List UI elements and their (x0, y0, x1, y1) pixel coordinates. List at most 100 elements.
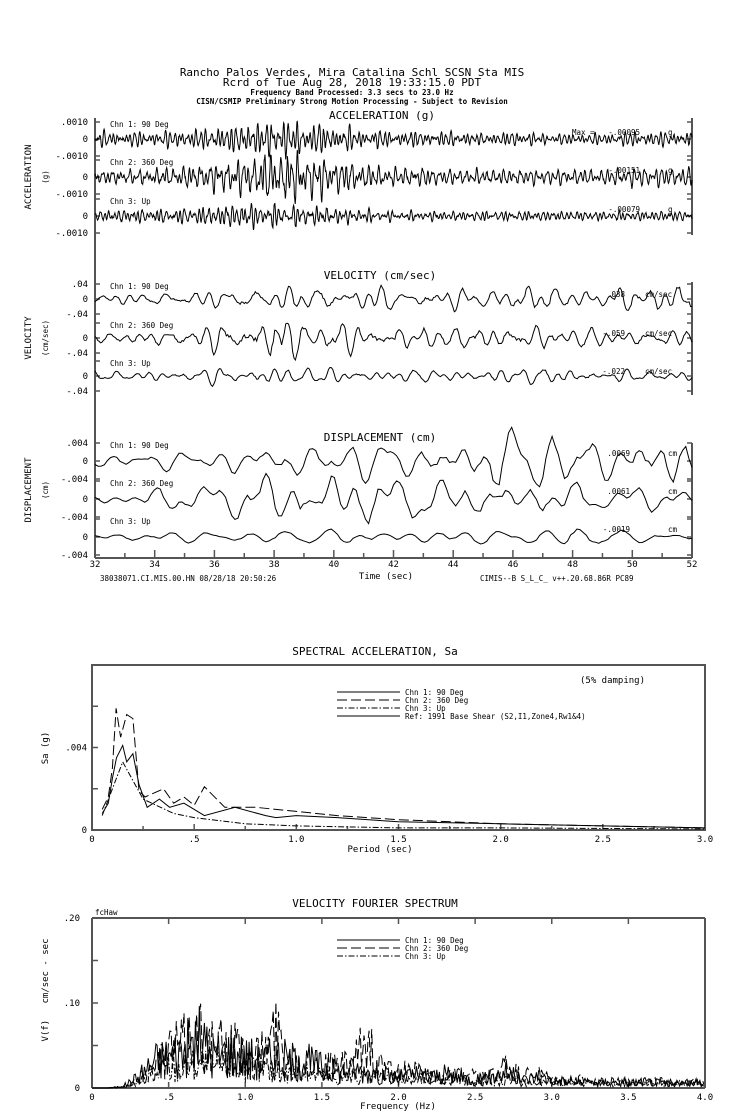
ytick-label-bottom: -.04 (66, 387, 88, 397)
peak-value: -.00151 (608, 166, 640, 175)
vf-xtick-label: 3.0 (544, 1093, 560, 1103)
ytick-label-zero: 0 (83, 212, 88, 222)
fourier-ylabel: V(f) cm/sec - sec (41, 939, 51, 1042)
sa-damping-note: (5% damping) (580, 676, 645, 686)
velocity-ylabel: VELOCITY (24, 316, 34, 360)
ytick-label-zero: 0 (83, 173, 88, 183)
sa-frame (91, 664, 706, 831)
trace-0-ch2 (94, 149, 693, 205)
peak-unit: cm/sec (645, 367, 672, 376)
sa-xtick-label: 2.0 (493, 835, 509, 845)
footer-record-id: 38038071.CI.MIS.00.HN 08/28/18 20:50:26 (100, 574, 277, 583)
time-tick-label: 38 (269, 560, 280, 570)
sa-xtick-label: 1.0 (288, 835, 304, 845)
sa-legend-label: Chn 1: 90 Deg (405, 688, 464, 697)
sa-xtick-label: .5 (189, 835, 200, 845)
sa-ylabel: Sa (g) (41, 732, 51, 765)
sa-xtick-label: 0 (89, 835, 94, 845)
peak-value: -.00095 (608, 128, 640, 137)
vf-xtick-label: 0 (89, 1093, 94, 1103)
time-tick-label: 46 (507, 560, 518, 570)
trace-2-ch3 (94, 528, 693, 545)
sa-series-ch2 (101, 708, 706, 829)
channel-label: Chn 3: Up (110, 517, 151, 526)
peak-unit: cm (668, 487, 678, 496)
ytick-label-zero: 0 (83, 495, 88, 505)
ytick-label-zero: 0 (83, 295, 88, 305)
peak-unit: g (668, 166, 673, 175)
acceleration-title: ACCELERATION (g) (329, 109, 435, 122)
peak-unit: cm/sec (645, 290, 672, 299)
sa-title: SPECTRAL ACCELERATION, Sa (292, 645, 458, 658)
vf-legend-label: Chn 1: 90 Deg (405, 936, 464, 945)
ytick-label-bottom: -.004 (61, 513, 88, 523)
vf-legend-label: Chn 2: 360 Deg (405, 944, 468, 953)
peak-value: -.00079 (608, 205, 640, 214)
vf-xtick-label: 1.5 (314, 1093, 330, 1103)
time-tick-label: 36 (209, 560, 220, 570)
fourier-title: VELOCITY FOURIER SPECTRUM (292, 897, 458, 910)
time-tick-label: 34 (149, 560, 160, 570)
peak-unit: cm (668, 525, 678, 534)
channel-label: Chn 3: Up (110, 359, 151, 368)
ytick-label-zero: 0 (83, 334, 88, 344)
acceleration-yunit: (g) (41, 170, 50, 184)
fourier-plot: 0 .5 1.0 1.5 2.0 2.5 3.0 3.5 4.0 0 .10 .20 Chn 1: 90… (64, 914, 713, 1103)
ytick-label-top: .004 (66, 439, 88, 449)
peak-value: .0061 (607, 487, 630, 496)
velocity-title: VELOCITY (cm/sec) (324, 269, 437, 282)
peak-unit: g (668, 128, 673, 137)
peak-unit: cm (668, 449, 678, 458)
displacement-yunit: (cm) (41, 481, 50, 499)
channel-label: Chn 2: 360 Deg (110, 321, 173, 330)
peak-value: .0069 (607, 449, 630, 458)
peak-value: -.0019 (603, 525, 630, 534)
time-tick-label: 50 (627, 560, 638, 570)
channel-label: Chn 1: 90 Deg (110, 441, 169, 450)
vf-ytick-label: .20 (64, 914, 80, 924)
ytick-label-bottom: -.004 (61, 475, 88, 485)
peak-value: -.022 (602, 367, 625, 376)
fourier-xlabel: Frequency (Hz) (360, 1102, 436, 1112)
trace-1-ch3 (94, 366, 693, 388)
vf-ytick-label: .10 (64, 999, 80, 1009)
processing-note: CISN/CSMIP Preliminary Strong Motion Pro… (196, 97, 508, 106)
time-axis-label: Time (sec) (359, 572, 413, 582)
trace-2-ch1 (94, 426, 693, 488)
channel-label: Chn 3: Up (110, 197, 151, 206)
ytick-label-bottom: -.04 (66, 349, 88, 359)
vf-xtick-label: .5 (163, 1093, 174, 1103)
ytick-label-bottom: -.0010 (55, 152, 88, 162)
velocity-yunit: (cm/sec) (41, 320, 50, 356)
peak-unit: g (668, 205, 673, 214)
sa-xtick-label: 1.5 (390, 835, 406, 845)
ytick-label-bottom: -.004 (61, 551, 88, 561)
vf-xtick-label: 4.0 (697, 1093, 713, 1103)
sa-legend-label: Chn 2: 360 Deg (405, 696, 468, 705)
fourier-corner-label: fcHaw (95, 908, 118, 917)
station-title: Rancho Palos Verdes, Mira Catalina Schl … (180, 66, 524, 79)
sa-legend-label: Ref: 1991 Base Shear (S2,I1,Zone4,Rw1&4) (405, 712, 586, 721)
max-prefix: Max = (572, 128, 595, 137)
acceleration-ylabel: ACCELERATION (24, 144, 34, 209)
sa-series-ch1 (101, 743, 706, 829)
sa-series-ch3 (101, 760, 706, 830)
time-tick-label: 40 (328, 560, 339, 570)
channel-label: Chn 2: 360 Deg (110, 479, 173, 488)
ytick-label-bottom: -.0010 (55, 190, 88, 200)
ytick-label-zero: 0 (83, 135, 88, 145)
vf-xtick-label: 3.5 (620, 1093, 636, 1103)
frequency-band: Frequency Band Processed: 3.3 secs to 23… (250, 88, 453, 97)
ytick-label-zero: 0 (83, 457, 88, 467)
peak-unit: cm/sec (645, 329, 672, 338)
trace-2-ch2 (94, 472, 693, 525)
vf-xtick-label: 2.5 (467, 1093, 483, 1103)
ytick-label-bottom: -.04 (66, 310, 88, 320)
time-tick-label: 42 (388, 560, 399, 570)
channel-label: Chn 2: 360 Deg (110, 158, 173, 167)
sa-ytick-label: .004 (65, 744, 87, 754)
record-time: Rcrd of Tue Aug 28, 2018 19:33:15.0 PDT (223, 76, 482, 89)
trace-1-ch1 (94, 284, 693, 313)
